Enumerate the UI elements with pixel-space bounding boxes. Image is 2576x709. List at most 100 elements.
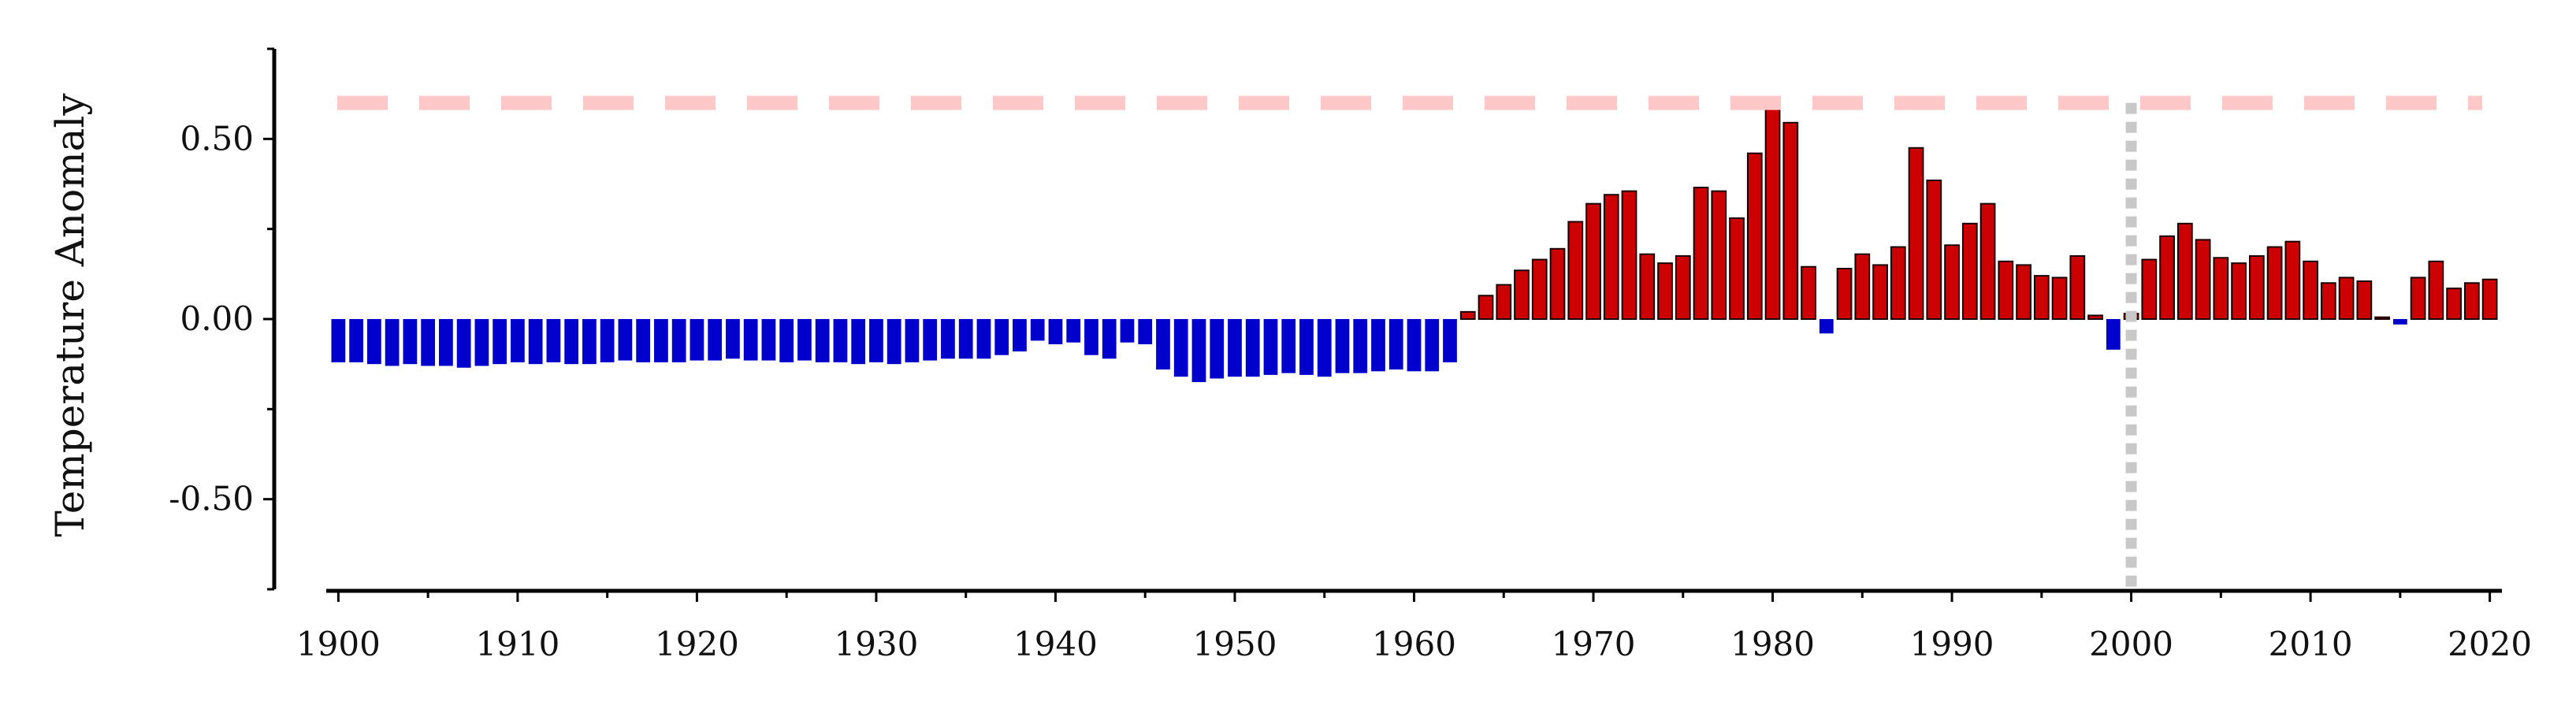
bar-1987 xyxy=(1890,246,1906,320)
bar-1991 xyxy=(1961,222,1978,320)
bar-1978 xyxy=(1729,217,1745,321)
bar-1926 xyxy=(797,319,812,361)
x-tick-label: 1930 xyxy=(834,625,918,663)
bar-1902 xyxy=(367,319,381,365)
bar-1940 xyxy=(1048,319,1063,345)
x-tick-label: 1950 xyxy=(1193,625,1277,663)
bar-1986 xyxy=(1872,264,1888,320)
bar-1966 xyxy=(1514,269,1530,321)
bar-1958 xyxy=(1371,319,1385,372)
bar-1970 xyxy=(1585,202,1601,320)
bar-1943 xyxy=(1102,319,1117,359)
bar-2019 xyxy=(2464,282,2480,320)
bar-1995 xyxy=(2033,275,2050,320)
bar-1957 xyxy=(1353,319,1368,373)
bar-2013 xyxy=(2356,280,2373,321)
bar-1948 xyxy=(1191,319,1206,383)
bar-1915 xyxy=(600,319,615,362)
bar-1929 xyxy=(851,319,866,365)
bar-1952 xyxy=(1263,319,1278,375)
bar-1901 xyxy=(349,319,363,362)
bar-1965 xyxy=(1496,284,1512,320)
bar-1935 xyxy=(958,319,973,359)
bar-1949 xyxy=(1210,319,1225,379)
bar-1989 xyxy=(1926,179,1942,320)
bar-1985 xyxy=(1854,253,1871,320)
bar-1950 xyxy=(1228,319,1242,377)
reference-lines-layer xyxy=(337,95,2482,589)
bar-1962 xyxy=(1443,319,1457,362)
bar-1996 xyxy=(2051,277,2068,321)
bar-2009 xyxy=(2284,240,2301,321)
x-tick-label: 1980 xyxy=(1730,625,1815,663)
bar-1973 xyxy=(1639,253,1656,320)
bar-1969 xyxy=(1567,221,1584,320)
bar-1927 xyxy=(815,319,830,362)
bar-2012 xyxy=(2338,277,2355,321)
bar-2017 xyxy=(2428,260,2444,320)
bar-1900 xyxy=(331,319,346,362)
bar-1946 xyxy=(1156,319,1170,370)
bar-1960 xyxy=(1407,319,1422,372)
bar-1925 xyxy=(779,319,794,362)
bar-1956 xyxy=(1335,319,1350,373)
bar-1990 xyxy=(1944,244,1960,320)
bar-1907 xyxy=(456,319,471,368)
bar-1905 xyxy=(421,319,436,366)
bar-1967 xyxy=(1531,258,1548,321)
bar-2007 xyxy=(2248,254,2265,320)
bar-1961 xyxy=(1425,319,1440,372)
bar-1968 xyxy=(1549,247,1566,321)
bar-1911 xyxy=(528,319,543,365)
bar-1910 xyxy=(511,319,525,362)
bar-1937 xyxy=(994,319,1009,355)
x-tick-label: 1990 xyxy=(1910,625,1994,663)
bar-1998 xyxy=(2087,314,2103,320)
bar-1924 xyxy=(761,319,776,361)
bar-1922 xyxy=(726,319,740,359)
bar-2005 xyxy=(2213,257,2229,320)
bar-1904 xyxy=(403,319,418,365)
bar-1917 xyxy=(636,319,651,362)
x-tick-label: 1920 xyxy=(655,625,739,663)
bar-1964 xyxy=(1478,295,1494,320)
bar-1955 xyxy=(1317,319,1332,377)
bar-1982 xyxy=(1801,265,1816,320)
bar-1947 xyxy=(1173,319,1188,377)
bar-1954 xyxy=(1299,319,1314,375)
bars-layer xyxy=(331,102,2498,383)
bar-2004 xyxy=(2195,239,2211,321)
bar-1963 xyxy=(1459,310,1476,321)
bar-1918 xyxy=(654,319,668,362)
bar-1981 xyxy=(1782,121,1799,320)
bar-1908 xyxy=(474,319,489,366)
bar-1972 xyxy=(1621,190,1637,320)
bar-1928 xyxy=(833,319,848,362)
y-tick-label: -0.50 xyxy=(169,480,254,518)
bar-1984 xyxy=(1836,267,1853,320)
bar-1916 xyxy=(618,319,633,361)
bar-1999 xyxy=(2106,319,2121,350)
y-axis-label: Temperature Anomaly xyxy=(47,93,93,537)
bar-1953 xyxy=(1281,319,1296,373)
bar-1942 xyxy=(1084,319,1098,355)
bar-1920 xyxy=(690,319,704,361)
bar-2006 xyxy=(2231,262,2247,320)
bar-1906 xyxy=(439,319,453,366)
bar-1977 xyxy=(1711,190,1727,320)
bar-1903 xyxy=(385,319,400,366)
x-tick-label: 1900 xyxy=(296,625,381,663)
bar-1971 xyxy=(1603,194,1619,320)
bar-2008 xyxy=(2266,246,2283,320)
bar-1941 xyxy=(1066,319,1081,343)
tick-labels-layer: -0.50 0.00 0.50 1900 1910 1920 1930 1940 1950 196… xyxy=(169,119,2532,663)
bar-1934 xyxy=(941,319,955,359)
bar-1951 xyxy=(1245,319,1260,377)
bar-1913 xyxy=(564,319,579,365)
bar-2001 xyxy=(2141,258,2158,321)
x-tick-label: 2010 xyxy=(2269,625,2353,663)
bar-1993 xyxy=(1998,260,2014,320)
bar-1921 xyxy=(708,319,723,361)
bar-1909 xyxy=(493,319,507,365)
x-tick-label: 2020 xyxy=(2448,625,2532,663)
